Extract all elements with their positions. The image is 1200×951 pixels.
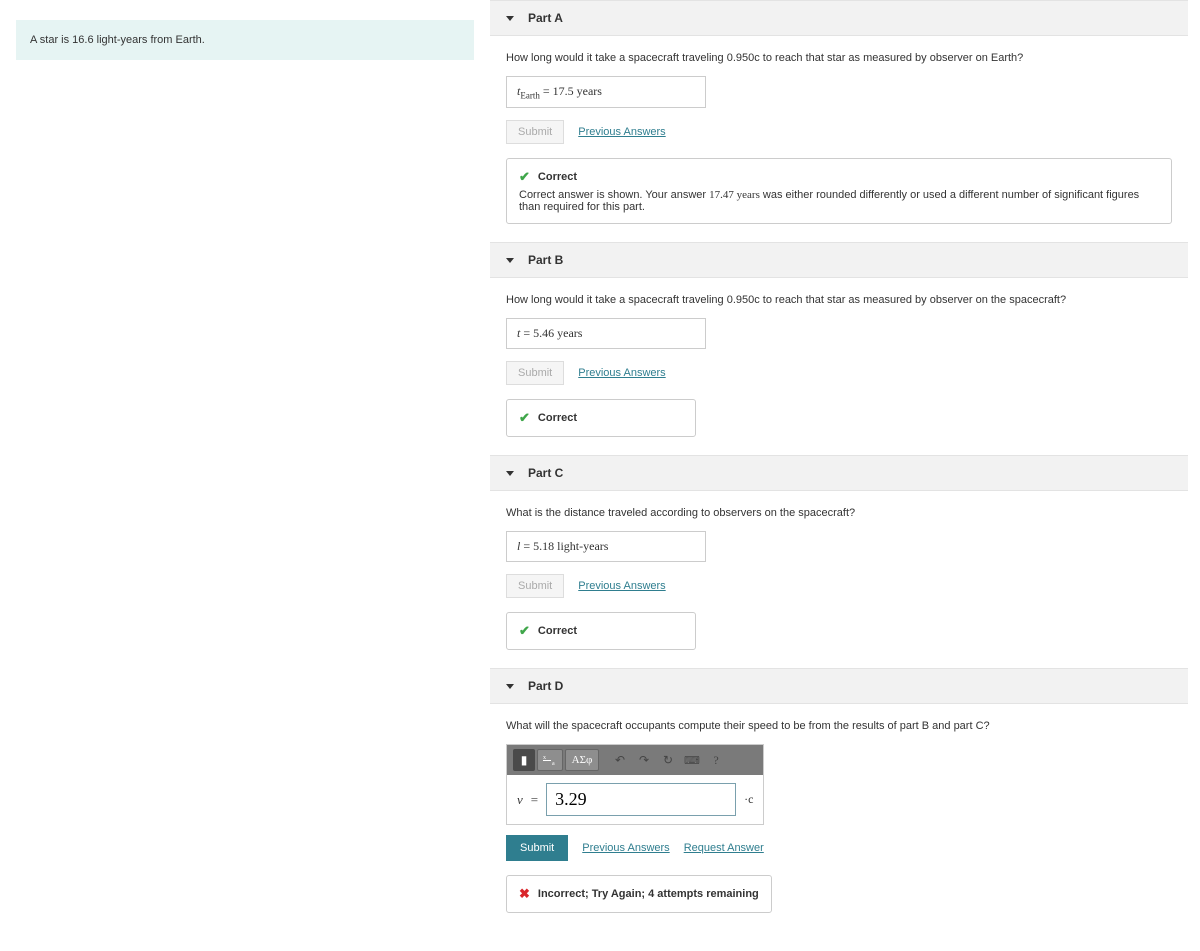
previous-answers-link[interactable]: Previous Answers [578,126,665,138]
caret-down-icon [506,471,514,476]
reset-icon[interactable]: ↻ [657,749,679,771]
caret-down-icon [506,684,514,689]
caret-down-icon [506,16,514,21]
part-b-feedback: ✔ Correct [506,399,696,437]
part-a-submit-row: Submit Previous Answers [506,120,1172,144]
part-a: Part A How long would it take a spacecra… [490,0,1188,224]
feedback-detail-val: 17.47 years [709,189,760,201]
feedback-title: Correct [538,171,577,183]
part-b-question: How long would it take a spacecraft trav… [506,294,1172,306]
answer-units: years [574,84,602,98]
part-b-title: Part B [528,253,563,267]
submit-button: Submit [506,361,564,385]
answer-units: years [554,326,582,340]
part-d-submit-row: Submit Previous Answers Request Answer [506,835,1172,861]
help-icon[interactable]: ? [705,749,727,771]
answer-eq: = [520,326,533,340]
feedback-detail-pre: Correct answer is shown. Your answer [519,189,709,201]
answer-input-widget: ▮ xa ΑΣφ ↶ ↷ ↻ ⌨ ? v = ·c [506,744,764,825]
answer-value: 5.46 [533,326,554,340]
feedback-title: Incorrect; Try Again; 4 attempts remaini… [538,888,759,900]
part-b-submit-row: Submit Previous Answers [506,361,1172,385]
part-a-answer: tEarth = 17.5 years [506,76,706,108]
svg-text:a: a [552,761,555,767]
part-b-body: How long would it take a spacecraft trav… [490,278,1188,437]
input-toolbar: ▮ xa ΑΣφ ↶ ↷ ↻ ⌨ ? [507,745,763,775]
part-c-answer: l = 5.18 light-years [506,531,706,562]
template-rect-icon[interactable]: ▮ [513,749,535,771]
feedback-detail: Correct answer is shown. Your answer 17.… [519,189,1159,213]
part-c-question: What is the distance traveled according … [506,507,1172,519]
request-answer-link[interactable]: Request Answer [684,842,764,854]
submit-button[interactable]: Submit [506,835,568,861]
part-a-feedback: ✔ Correct Correct answer is shown. Your … [506,158,1172,224]
answer-eq: = [520,539,533,553]
feedback-title: Correct [538,412,577,424]
keyboard-icon[interactable]: ⌨ [681,749,703,771]
part-c-body: What is the distance traveled according … [490,491,1188,650]
part-b-answer: t = 5.46 years [506,318,706,349]
check-icon: ✔ [519,623,530,639]
problem-panel: A star is 16.6 light-years from Earth. [0,0,490,951]
answer-var-sub: Earth [520,90,540,100]
check-icon: ✔ [519,410,530,426]
problem-statement: A star is 16.6 light-years from Earth. [16,20,474,60]
part-a-body: How long would it take a spacecraft trav… [490,36,1188,224]
part-c-feedback: ✔ Correct [506,612,696,650]
redo-icon[interactable]: ↷ [633,749,655,771]
part-d-feedback: ✖ Incorrect; Try Again; 4 attempts remai… [506,875,772,913]
part-c-submit-row: Submit Previous Answers [506,574,1172,598]
parts-panel: Part A How long would it take a spacecra… [490,0,1200,951]
answer-units: light-years [554,539,608,553]
previous-answers-link[interactable]: Previous Answers [578,367,665,379]
part-a-title: Part A [528,11,563,25]
part-b: Part B How long would it take a spacecra… [490,242,1188,437]
unit-suffix: ·c [744,792,753,807]
part-d-title: Part D [528,679,563,693]
part-c: Part C What is the distance traveled acc… [490,455,1188,650]
greek-symbols-icon[interactable]: ΑΣφ [565,749,599,771]
part-c-title: Part C [528,466,563,480]
submit-button: Submit [506,574,564,598]
part-b-header[interactable]: Part B [490,242,1188,278]
part-d-header[interactable]: Part D [490,668,1188,704]
answer-input[interactable] [546,783,736,816]
submit-button: Submit [506,120,564,144]
caret-down-icon [506,258,514,263]
feedback-title: Correct [538,625,577,637]
part-d: Part D What will the spacecraft occupant… [490,668,1188,913]
answer-value: 17.5 [553,84,574,98]
part-d-body: What will the spacecraft occupants compu… [490,704,1188,913]
x-icon: ✖ [519,886,530,902]
previous-answers-link[interactable]: Previous Answers [582,842,669,854]
part-d-question: What will the spacecraft occupants compu… [506,720,1172,732]
part-a-question: How long would it take a spacecraft trav… [506,52,1172,64]
var-label: v [517,792,523,808]
answer-value: 5.18 [533,539,554,553]
fraction-icon[interactable]: xa [537,749,563,771]
part-a-header[interactable]: Part A [490,0,1188,36]
undo-icon[interactable]: ↶ [609,749,631,771]
answer-eq: = [540,84,553,98]
input-row: v = ·c [507,775,763,824]
check-icon: ✔ [519,169,530,185]
equals-sign: = [531,792,538,808]
previous-answers-link[interactable]: Previous Answers [578,580,665,592]
part-c-header[interactable]: Part C [490,455,1188,491]
